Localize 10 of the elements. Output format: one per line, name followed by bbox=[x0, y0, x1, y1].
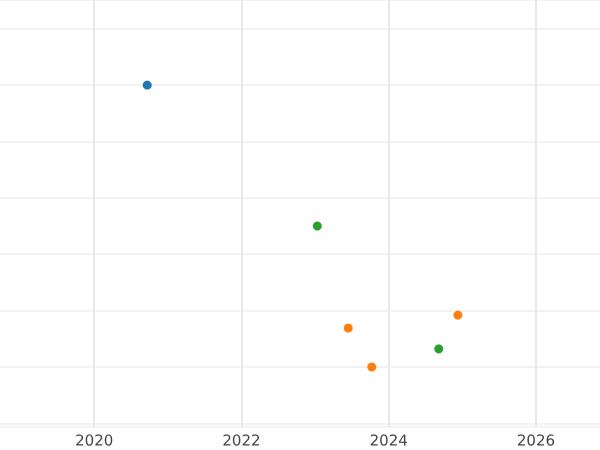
point bbox=[367, 362, 376, 372]
point bbox=[434, 344, 444, 354]
point bbox=[344, 324, 353, 333]
x-tick-label: 2026 bbox=[516, 432, 556, 450]
point bbox=[453, 310, 462, 320]
point bbox=[142, 80, 152, 90]
point bbox=[312, 222, 322, 231]
x-tick-label: 2024 bbox=[370, 432, 408, 450]
x-tick-label: 2022 bbox=[222, 432, 261, 450]
x-tick-label: 2020 bbox=[75, 432, 114, 450]
